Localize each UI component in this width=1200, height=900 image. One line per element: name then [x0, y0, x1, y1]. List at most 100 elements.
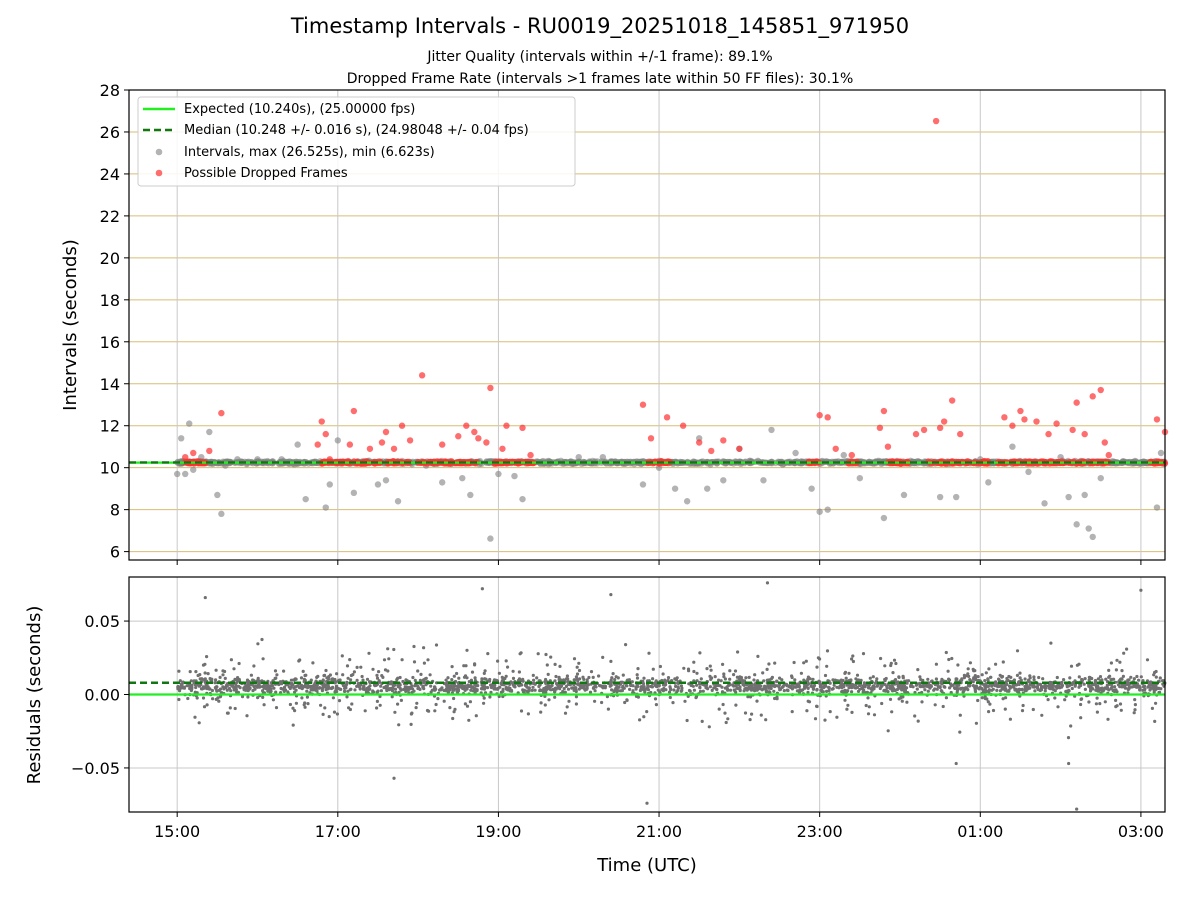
residual-point: [1135, 674, 1139, 679]
interval-point: [1097, 474, 1104, 482]
residual-point: [531, 673, 535, 678]
residual-point: [501, 694, 505, 699]
residual-point: [371, 690, 376, 694]
bottom-lines: [129, 681, 1165, 696]
residual-point: [504, 685, 508, 690]
residual-point: [247, 683, 251, 687]
residual-point: [913, 714, 917, 718]
residual-point: [578, 683, 583, 687]
residual-point: [382, 658, 387, 662]
residual-point: [1040, 713, 1044, 717]
residual-point: [415, 684, 420, 688]
residual-point: [913, 690, 917, 695]
residual-point: [345, 680, 349, 684]
residual-point: [803, 685, 807, 690]
residual-point: [888, 684, 892, 688]
dropped-frame-point: [322, 430, 329, 438]
residual-point: [1028, 676, 1032, 680]
residual-point: [1043, 689, 1047, 693]
residual-point: [1158, 676, 1162, 680]
residual-point: [1009, 675, 1013, 680]
residual-point: [603, 684, 608, 688]
residual-point: [1008, 717, 1013, 721]
residual-point: [323, 673, 327, 678]
chart-subtitle-jitter: Jitter Quality (intervals within +/-1 fr…: [427, 49, 773, 65]
residual-point: [379, 684, 383, 688]
interval-point: [639, 481, 647, 488]
residual-point: [554, 686, 558, 690]
residual-point: [482, 671, 486, 676]
residual-point: [462, 675, 467, 679]
residual-point: [273, 676, 277, 681]
residual-point: [301, 669, 305, 674]
residual-point: [1161, 679, 1165, 683]
residual-point: [511, 676, 516, 681]
residual-point: [767, 684, 771, 688]
residual-point: [798, 688, 802, 692]
interval-point: [824, 506, 831, 513]
interval-point: [1089, 533, 1096, 541]
x-tick-label: 03:00: [1118, 822, 1164, 841]
residual-point: [311, 661, 315, 665]
residual-point: [674, 678, 679, 682]
residual-point: [410, 690, 414, 695]
residual-point: [217, 699, 221, 703]
residual-point: [878, 686, 882, 691]
residual-point: [365, 677, 370, 681]
residual-point: [1119, 708, 1123, 712]
residual-point: [1035, 685, 1039, 689]
residual-point: [866, 696, 870, 700]
residual-point: [716, 683, 720, 688]
dropped-frame-point: [663, 414, 671, 421]
residual-point: [941, 704, 945, 709]
residual-point: [841, 678, 845, 683]
residual-point: [521, 690, 526, 694]
interval-point: [467, 491, 474, 499]
residual-point: [525, 689, 529, 693]
residual-point: [204, 686, 208, 690]
residual-point: [886, 690, 890, 694]
residual-point: [901, 695, 905, 699]
dropped-frame-point: [314, 441, 321, 448]
interval-point: [760, 477, 767, 484]
residual-point: [744, 686, 748, 691]
residual-point: [1137, 678, 1141, 682]
residual-point: [721, 702, 725, 707]
residual-point: [327, 677, 331, 681]
residual-point: [811, 677, 815, 681]
residual-point: [214, 678, 218, 682]
residual-point: [623, 700, 627, 705]
residual-point: [178, 686, 182, 691]
residual-point: [332, 710, 337, 714]
residual-point: [1127, 678, 1131, 682]
residual-point: [195, 696, 199, 700]
residual-point: [321, 712, 325, 717]
residual-point: [1080, 677, 1084, 682]
residual-point: [1077, 662, 1081, 666]
residual-point: [610, 676, 614, 680]
residual-point: [818, 681, 822, 685]
residual-point: [728, 688, 733, 692]
residual-point: [1077, 685, 1081, 689]
residual-point: [309, 678, 313, 682]
residual-point: [470, 670, 475, 674]
residual-point: [651, 667, 655, 671]
residual-point: [837, 686, 841, 690]
residual-point: [621, 685, 625, 690]
residual-point: [465, 687, 469, 691]
dropped-frame-point: [326, 456, 333, 463]
residual-point: [609, 659, 613, 664]
residual-point: [483, 669, 487, 673]
residual-point: [660, 678, 664, 683]
residual-point: [298, 658, 302, 662]
interval-point: [792, 449, 799, 457]
residual-point: [825, 649, 830, 653]
residual-point: [685, 718, 689, 723]
interval-point: [683, 498, 691, 505]
residual-point: [722, 672, 726, 676]
residual-point: [778, 676, 782, 680]
top-y-tick-label: 22: [100, 207, 120, 226]
residual-point: [415, 701, 419, 705]
residual-point: [1070, 686, 1074, 691]
residual-point: [806, 690, 810, 694]
